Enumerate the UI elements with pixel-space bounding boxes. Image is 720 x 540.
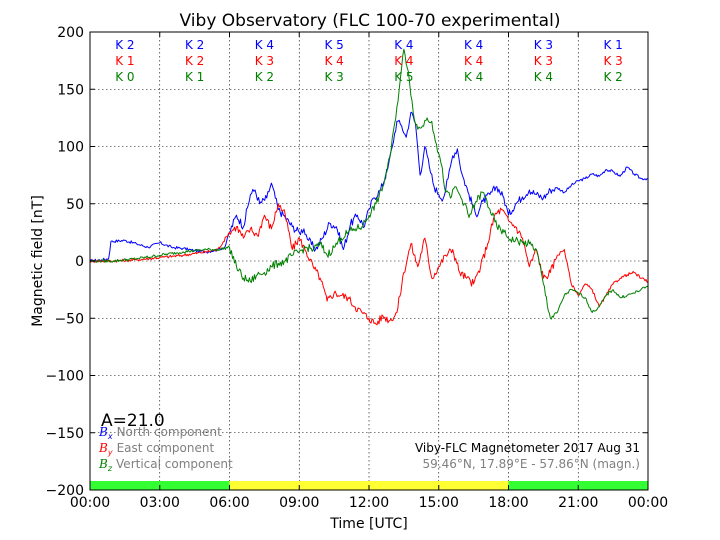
k-index-east: K 4: [394, 54, 413, 68]
y-tick-label: −200: [46, 483, 84, 499]
k-index-vertical: K 1: [185, 70, 204, 84]
legend-label: Vertical component: [116, 457, 233, 471]
y-tick-label: 0: [75, 254, 84, 270]
x-tick-label: 15:00: [419, 495, 459, 511]
y-tick-label: 50: [66, 197, 84, 213]
y-tick-label: −150: [46, 426, 84, 442]
x-tick-label: 00:00: [628, 495, 668, 511]
series-line-z: [89, 48, 649, 320]
k-index-north: K 2: [115, 38, 134, 52]
k-index-north: K 4: [394, 38, 413, 52]
k-index-vertical: K 4: [464, 70, 483, 84]
k-index-north: K 4: [255, 38, 274, 52]
x-tick-label: 18:00: [488, 495, 528, 511]
k-index-north: K 3: [534, 38, 553, 52]
axis-ticks: 00:00 03:00 06:00 09:00 12:00 15:00 18:00 21:00…: [46, 25, 669, 511]
x-tick-label: 06:00: [209, 495, 249, 511]
legend: Bx North component By East component Bz Verti…: [98, 425, 233, 473]
k-index-north: K 2: [185, 38, 204, 52]
k-index-east: K 4: [324, 54, 343, 68]
k-index-east: K 1: [115, 54, 134, 68]
k-index-north: K 4: [464, 38, 483, 52]
legend-entry: Bz Vertical component: [98, 457, 233, 473]
x-tick-label: 03:00: [140, 495, 180, 511]
k-index-north: K 1: [603, 38, 622, 52]
k-index-north: K 5: [324, 38, 343, 52]
k-index-vertical: K 5: [394, 70, 413, 84]
x-axis-label: Time [UTC]: [329, 516, 407, 532]
chart-title: Viby Observatory (FLC 100-70 experimenta…: [180, 11, 561, 31]
k-index-east: K 3: [255, 54, 274, 68]
legend-symbol: B: [98, 425, 108, 439]
k-index-labels: K 2 K 2 K 4 K 5 K 4 K 4 K 3 K 1 K 1 K 2 K 3 K 4 K 4 K…: [115, 38, 623, 84]
y-tick-label: −100: [46, 369, 84, 385]
legend-subscript: y: [107, 448, 113, 457]
k-index-east: K 2: [185, 54, 204, 68]
k-index-east: K 3: [534, 54, 553, 68]
series-line-y: [89, 203, 649, 326]
legend-subscript: z: [107, 464, 113, 473]
k-index-vertical: K 3: [324, 70, 343, 84]
legend-entry: By East component: [98, 441, 214, 457]
k-index-east: K 3: [603, 54, 622, 68]
series-layer: [89, 48, 649, 326]
k-index-east: K 4: [464, 54, 483, 68]
series-line-x: [89, 111, 649, 263]
y-tick-label: 200: [57, 25, 84, 41]
legend-label: East component: [117, 441, 215, 455]
y-tick-label: −50: [54, 311, 84, 327]
k-index-vertical: K 0: [115, 70, 134, 84]
x-tick-label: 21:00: [558, 495, 598, 511]
magnetometer-info: Viby-FLC Magnetometer 2017 Aug 31: [415, 441, 640, 455]
legend-symbol: B: [98, 457, 108, 471]
legend-symbol: B: [98, 441, 108, 455]
k-index-vertical: K 2: [255, 70, 274, 84]
y-tick-label: 100: [57, 140, 84, 156]
grid-lines: [90, 32, 648, 490]
x-tick-label: 09:00: [279, 495, 319, 511]
a-index-label: A=21.0: [101, 411, 165, 431]
location-info: 59.46°N, 17.89°E - 57.86°N (magn.): [423, 457, 640, 471]
y-tick-label: 150: [57, 82, 84, 98]
k-index-vertical: K 2: [603, 70, 622, 84]
legend-label: North component: [117, 425, 223, 439]
k-index-vertical: K 4: [534, 70, 553, 84]
legend-entry: Bx North component: [98, 425, 222, 441]
x-tick-label: 00:00: [70, 495, 110, 511]
x-tick-label: 12:00: [349, 495, 389, 511]
legend-subscript: x: [107, 432, 113, 441]
y-axis-label: Magnetic field [nT]: [30, 195, 46, 327]
